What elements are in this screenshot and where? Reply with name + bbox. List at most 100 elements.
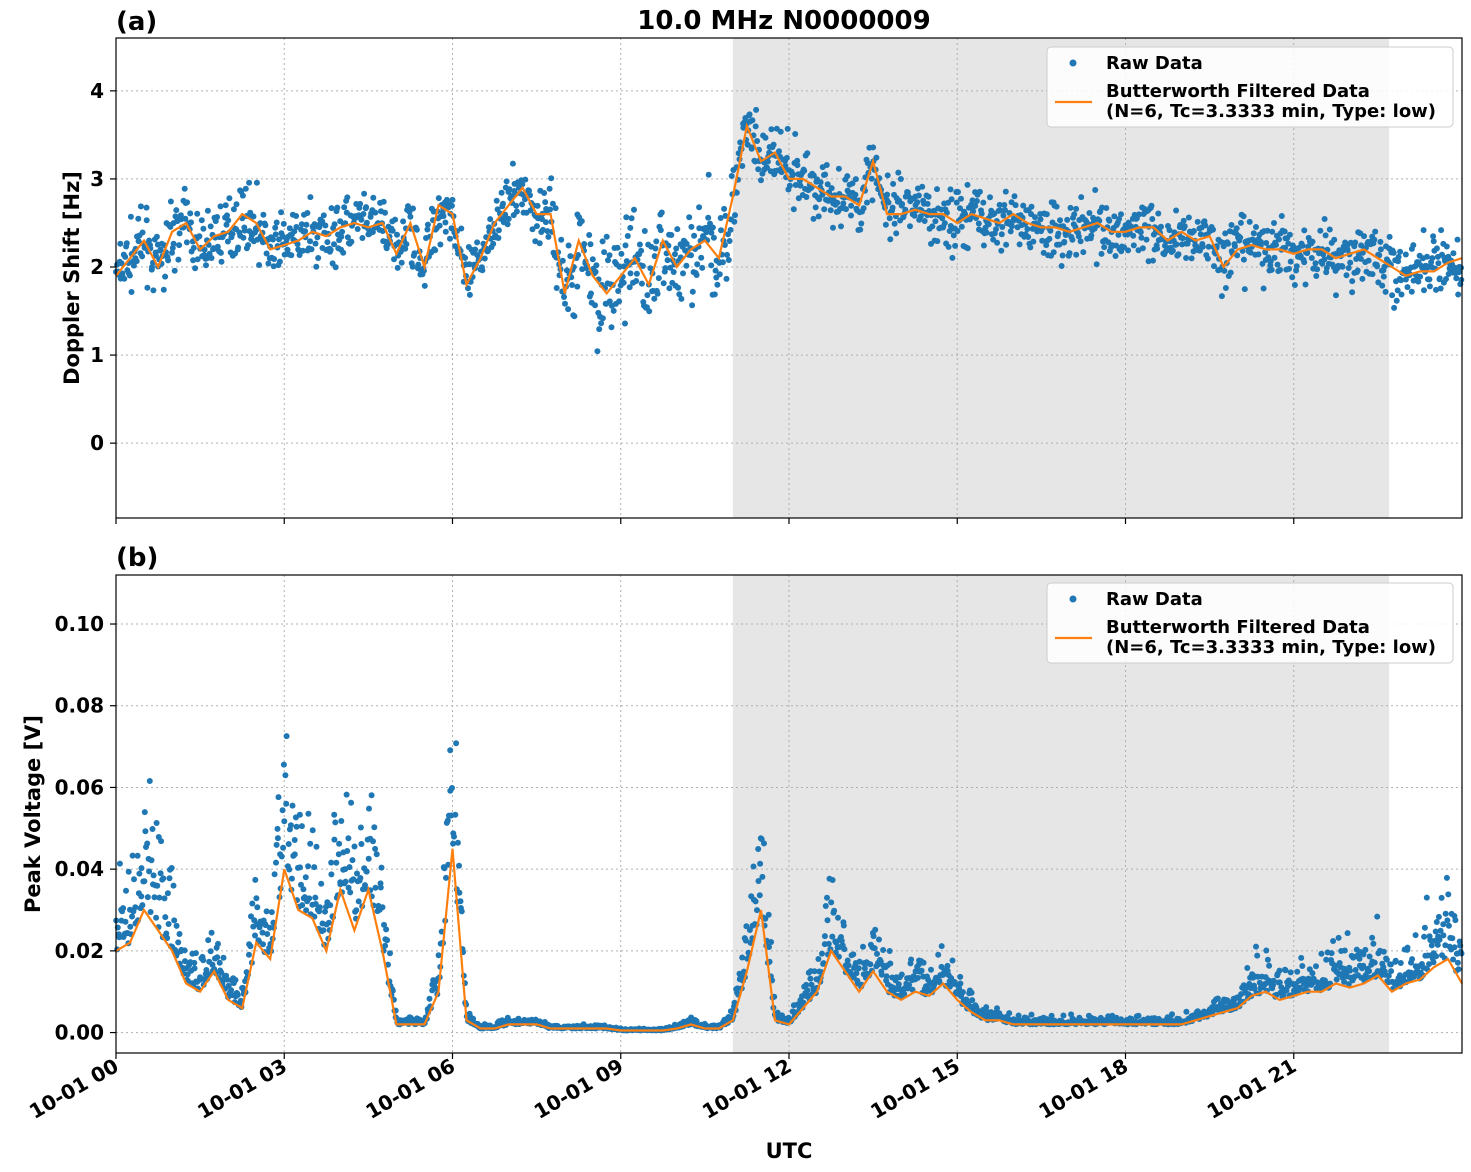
raw-point <box>506 186 513 193</box>
raw-point <box>1398 277 1404 284</box>
raw-point <box>133 258 140 265</box>
raw-point <box>1028 203 1035 210</box>
x-tick-label: 10-01 15 <box>866 1054 964 1124</box>
raw-point <box>293 823 300 830</box>
raw-point <box>954 228 961 234</box>
raw-point <box>755 166 762 173</box>
raw-point <box>822 903 829 909</box>
raw-point <box>303 907 310 914</box>
raw-point <box>852 191 859 198</box>
raw-point <box>1202 222 1209 229</box>
raw-point <box>884 172 891 179</box>
raw-point <box>218 969 225 976</box>
legend-filtered-params: (N=6, Tc=3.3333 min, Type: low) <box>1106 101 1436 122</box>
raw-point <box>1421 924 1428 931</box>
raw-point <box>1047 227 1054 234</box>
legend-raw-marker <box>1069 59 1077 67</box>
raw-point <box>420 267 427 274</box>
raw-point <box>1345 981 1352 988</box>
raw-point <box>147 909 154 915</box>
raw-point <box>1394 287 1401 294</box>
raw-point <box>411 250 418 257</box>
raw-point <box>141 878 148 885</box>
raw-point <box>541 190 548 196</box>
raw-point <box>848 212 854 219</box>
raw-point <box>1434 941 1441 948</box>
raw-point <box>1437 285 1444 292</box>
raw-point <box>710 234 717 241</box>
raw-point <box>118 260 125 267</box>
raw-point <box>304 210 311 216</box>
y-tick-label: 4 <box>90 79 104 103</box>
raw-point <box>934 238 941 245</box>
raw-point <box>941 220 948 227</box>
raw-point <box>263 250 270 257</box>
raw-point <box>479 267 486 274</box>
raw-point <box>1064 216 1071 223</box>
raw-point <box>676 291 683 298</box>
raw-point <box>614 244 621 251</box>
raw-point <box>1154 245 1161 252</box>
raw-point <box>505 215 512 222</box>
raw-point <box>762 134 769 141</box>
raw-point <box>844 957 851 964</box>
raw-point <box>1050 249 1057 256</box>
raw-point <box>1360 962 1367 969</box>
raw-point <box>761 840 767 847</box>
raw-point <box>1264 956 1271 963</box>
y-tick-label: 0 <box>90 431 104 455</box>
raw-point <box>1092 187 1099 193</box>
raw-point <box>500 200 506 207</box>
raw-point <box>887 960 894 967</box>
raw-point <box>164 935 171 941</box>
raw-point <box>256 262 263 268</box>
raw-point <box>534 202 541 209</box>
raw-point <box>1155 210 1162 217</box>
raw-point <box>293 224 300 230</box>
raw-point <box>870 933 877 940</box>
raw-point <box>127 923 134 930</box>
raw-point <box>860 205 867 212</box>
raw-point <box>653 238 660 245</box>
raw-point <box>225 982 232 989</box>
raw-point <box>1101 244 1108 251</box>
raw-point <box>749 117 756 124</box>
raw-point <box>1380 948 1387 955</box>
raw-point <box>451 833 457 840</box>
raw-point <box>789 171 796 178</box>
y-tick-label: 0.02 <box>55 939 104 963</box>
raw-point <box>712 267 719 274</box>
raw-point <box>841 946 848 953</box>
raw-point <box>190 244 197 251</box>
raw-point <box>308 246 315 253</box>
raw-point <box>148 857 155 864</box>
raw-point <box>633 270 640 277</box>
raw-point <box>229 231 236 237</box>
raw-point <box>307 194 314 201</box>
raw-point <box>746 111 753 118</box>
raw-point <box>764 158 771 165</box>
raw-point <box>153 820 160 826</box>
raw-point <box>1402 276 1409 283</box>
raw-point <box>915 192 922 199</box>
raw-point <box>693 272 700 278</box>
raw-point <box>874 950 880 957</box>
raw-point <box>493 197 500 204</box>
raw-point <box>1067 204 1074 211</box>
raw-point <box>1237 234 1244 241</box>
raw-point <box>472 246 479 253</box>
raw-point <box>437 241 444 248</box>
raw-point <box>204 207 211 214</box>
raw-point <box>606 252 613 259</box>
raw-point <box>194 210 201 217</box>
raw-point <box>740 124 747 131</box>
raw-point <box>320 212 327 219</box>
raw-point <box>1438 894 1445 901</box>
raw-point <box>1006 1010 1013 1017</box>
raw-point <box>891 220 898 227</box>
raw-point <box>762 915 769 922</box>
raw-point <box>754 138 761 144</box>
raw-point <box>1299 963 1306 969</box>
raw-point <box>214 243 221 250</box>
raw-point <box>949 957 956 964</box>
